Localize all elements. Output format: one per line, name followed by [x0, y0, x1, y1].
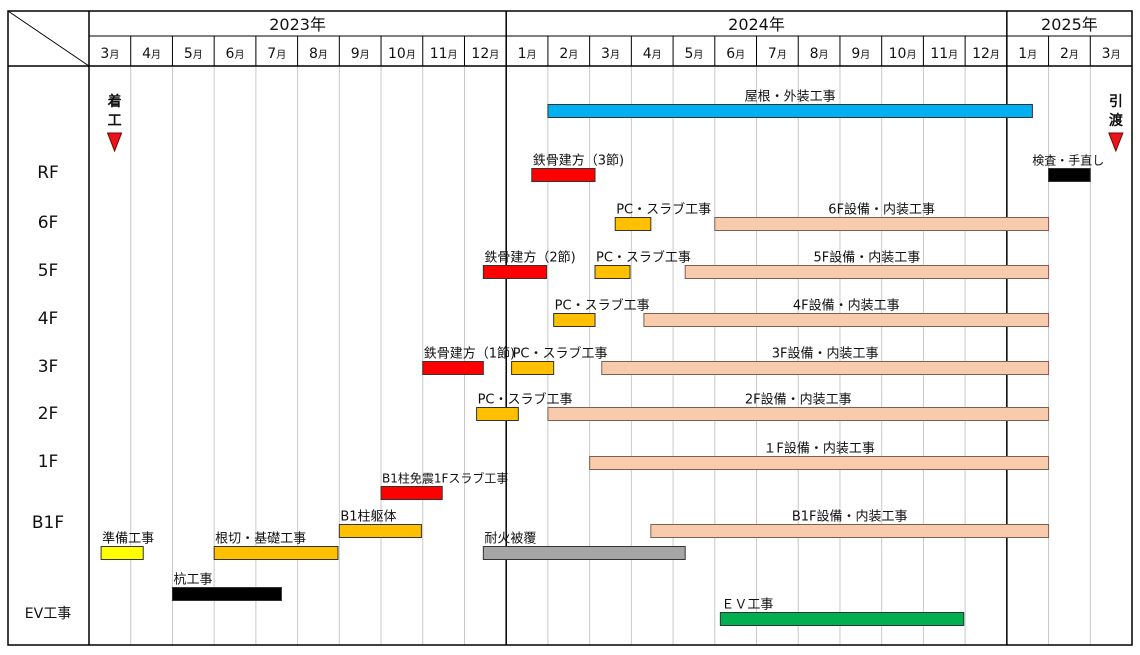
month-label: 8月: [810, 46, 829, 62]
year-label: 2024年: [728, 15, 785, 34]
row-label: 2F: [38, 404, 59, 424]
task-label: B1F設備・内装工事: [792, 509, 908, 525]
task-label: 鉄骨建方（1節): [424, 346, 515, 362]
month-label: 6月: [226, 46, 245, 62]
year-label: 2023年: [269, 15, 326, 34]
month-label: 1月: [1018, 46, 1037, 62]
month-label: 9月: [851, 46, 870, 62]
task-bar: [531, 168, 596, 182]
milestone-marker: [106, 132, 123, 153]
task-bar: [171, 587, 282, 601]
task-bar: [100, 546, 144, 560]
task-label: 2F設備・内装工事: [745, 392, 852, 408]
milestone-label: 着: [107, 93, 122, 110]
task-bar: [684, 265, 1050, 279]
month-label: 10月: [388, 46, 416, 62]
task-label: ＥＶ工事: [721, 598, 773, 613]
month-label: 4月: [142, 46, 161, 62]
task-label: 根切・基礎工事: [215, 532, 306, 547]
month-label: 3月: [100, 46, 119, 62]
row-label: 3F: [38, 357, 59, 377]
task-label: 3F設備・内装工事: [772, 346, 879, 362]
task-bar: [511, 361, 555, 375]
row-label: 6F: [38, 213, 59, 233]
task-label: PC・スラブ工事: [478, 392, 573, 408]
row-label: RF: [37, 163, 59, 183]
task-bar: [589, 456, 1050, 470]
month-label: 8月: [309, 46, 328, 62]
task-bar: [714, 217, 1050, 231]
row-label: 4F: [38, 309, 59, 329]
task-bar: [338, 524, 422, 538]
task-bar: [650, 524, 1050, 538]
row-label: EV工事: [25, 606, 71, 622]
task-label: 杭工事: [173, 573, 212, 588]
month-label: 10月: [889, 46, 917, 62]
month-label: 12月: [471, 46, 499, 62]
task-label: 鉄骨建方（3節): [533, 153, 624, 169]
month-label: 12月: [972, 46, 1000, 62]
task-bar: [422, 361, 484, 375]
chart-frame: [7, 10, 1133, 646]
task-label: PC・スラブ工事: [616, 202, 711, 218]
task-label: １F設備・内装工事: [763, 441, 874, 457]
task-bar: [601, 361, 1050, 375]
milestones-layer: 着工 引渡: [106, 93, 1124, 153]
month-label: 11月: [430, 46, 458, 62]
milestone-label: 引: [1109, 94, 1123, 110]
row-label: 1F: [38, 452, 59, 472]
task-bar: [719, 612, 965, 626]
task-label: 6F設備・内装工事: [828, 202, 935, 218]
task-bar: [553, 313, 596, 327]
milestone-label: 渡: [1109, 112, 1124, 129]
task-label: B1柱免震1Fスラブ工事: [382, 471, 508, 486]
task-label: PC・スラブ工事: [596, 250, 691, 266]
task-bar: [1048, 168, 1091, 182]
task-label: PC・スラブ工事: [513, 346, 608, 362]
task-label: 耐火被覆: [484, 532, 536, 547]
task-bars-layer: [100, 104, 1091, 626]
task-bar: [547, 104, 1033, 118]
month-label: 3月: [601, 46, 620, 62]
month-label: 6月: [726, 46, 745, 62]
month-label: 3月: [1102, 46, 1121, 62]
row-label: B1F: [32, 513, 64, 533]
task-label: 鉄骨建方（2節): [484, 250, 575, 266]
task-label: 屋根・外装工事: [745, 90, 836, 105]
task-label: 検査・手直し: [1032, 154, 1104, 168]
task-bar: [482, 265, 548, 279]
month-label: 1月: [518, 46, 537, 62]
task-bar: [547, 407, 1050, 421]
month-label: 11月: [930, 46, 958, 62]
task-bar: [643, 313, 1050, 327]
corner-diagonal: [7, 10, 90, 67]
year-label: 2025年: [1041, 15, 1098, 34]
month-label: 2月: [559, 46, 578, 62]
milestone-marker: [1108, 132, 1124, 153]
row-labels-layer: RF 6F 5F 4F 3F 2F 1F B1F EV工事: [25, 163, 71, 622]
task-label: PC・スラブ工事: [555, 298, 650, 314]
month-label: 5月: [684, 46, 703, 62]
month-label: 2月: [1060, 46, 1079, 62]
task-bar: [614, 217, 652, 231]
month-label: 9月: [351, 46, 370, 62]
milestone-label: 工: [108, 113, 122, 129]
task-label: B1柱躯体: [340, 509, 396, 525]
task-bar: [594, 265, 631, 279]
task-bar: [482, 546, 686, 560]
task-bar: [380, 486, 443, 500]
task-bar: [476, 407, 519, 421]
month-label: 4月: [643, 46, 662, 62]
task-label: 4F設備・内装工事: [793, 298, 900, 314]
task-bar: [213, 546, 339, 560]
task-label: 5F設備・内装工事: [814, 250, 921, 266]
month-label: 7月: [267, 46, 286, 62]
month-label: 5月: [184, 46, 203, 62]
row-label: 5F: [38, 261, 59, 281]
task-label: 準備工事: [102, 531, 154, 547]
month-label: 7月: [768, 46, 787, 62]
